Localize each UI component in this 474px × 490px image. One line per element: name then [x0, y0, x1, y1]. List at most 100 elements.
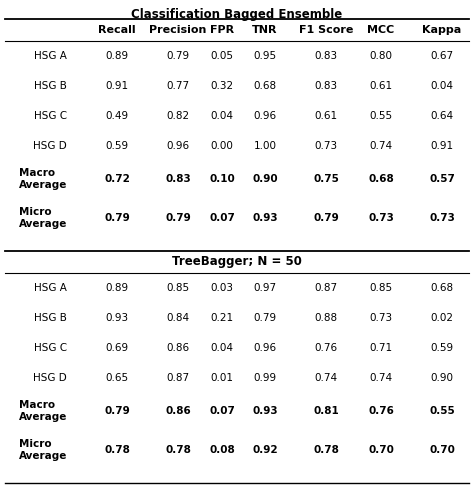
Text: 0.57: 0.57 [429, 174, 455, 184]
Text: 0.73: 0.73 [368, 213, 394, 223]
Text: 0.83: 0.83 [314, 81, 337, 91]
Text: 0.79: 0.79 [104, 406, 130, 416]
Text: 0.68: 0.68 [254, 81, 276, 91]
Text: 0.79: 0.79 [166, 51, 190, 61]
Text: 0.87: 0.87 [314, 283, 337, 293]
Text: HSG B: HSG B [34, 313, 67, 323]
Text: 0.79: 0.79 [165, 213, 191, 223]
Text: 0.65: 0.65 [105, 373, 128, 383]
Text: Recall: Recall [98, 25, 136, 35]
Text: 0.10: 0.10 [209, 174, 235, 184]
Text: Macro
Average: Macro Average [18, 400, 67, 422]
Text: 0.86: 0.86 [166, 343, 190, 353]
Text: Micro
Average: Micro Average [18, 439, 67, 461]
Text: Micro
Average: Micro Average [18, 207, 67, 229]
Text: HSG C: HSG C [34, 343, 67, 353]
Text: 0.79: 0.79 [313, 213, 339, 223]
Text: 0.87: 0.87 [166, 373, 190, 383]
Text: 0.92: 0.92 [252, 445, 278, 455]
Text: 0.07: 0.07 [209, 406, 235, 416]
Text: 0.96: 0.96 [166, 141, 190, 151]
Text: 0.04: 0.04 [430, 81, 454, 91]
Text: 0.76: 0.76 [314, 343, 337, 353]
Text: MCC: MCC [367, 25, 395, 35]
Text: 0.74: 0.74 [369, 373, 392, 383]
Text: 0.70: 0.70 [368, 445, 394, 455]
Text: 0.59: 0.59 [105, 141, 128, 151]
Text: 0.80: 0.80 [370, 51, 392, 61]
Text: 0.75: 0.75 [313, 174, 339, 184]
Text: 0.01: 0.01 [210, 373, 234, 383]
Text: 0.78: 0.78 [104, 445, 130, 455]
Text: 0.49: 0.49 [105, 111, 128, 121]
Text: 0.00: 0.00 [210, 141, 233, 151]
Text: 0.72: 0.72 [104, 174, 130, 184]
Text: 0.77: 0.77 [166, 81, 190, 91]
Text: Precision: Precision [149, 25, 207, 35]
Text: 1.00: 1.00 [254, 141, 276, 151]
Text: 0.55: 0.55 [369, 111, 392, 121]
Text: 0.96: 0.96 [254, 111, 276, 121]
Text: 0.78: 0.78 [165, 445, 191, 455]
Text: 0.81: 0.81 [313, 406, 339, 416]
Text: 0.76: 0.76 [368, 406, 394, 416]
Text: 0.83: 0.83 [165, 174, 191, 184]
Text: 0.02: 0.02 [430, 313, 454, 323]
Text: 0.97: 0.97 [254, 283, 276, 293]
Text: 0.79: 0.79 [254, 313, 276, 323]
Text: 0.70: 0.70 [429, 445, 455, 455]
Text: 0.08: 0.08 [209, 445, 235, 455]
Text: 0.91: 0.91 [105, 81, 128, 91]
Text: 0.93: 0.93 [252, 406, 278, 416]
Text: 0.71: 0.71 [369, 343, 392, 353]
Text: 0.85: 0.85 [369, 283, 392, 293]
Text: 0.83: 0.83 [314, 51, 337, 61]
Text: 0.67: 0.67 [430, 51, 454, 61]
Text: 0.07: 0.07 [209, 213, 235, 223]
Text: 0.74: 0.74 [369, 141, 392, 151]
Text: HSG D: HSG D [33, 373, 67, 383]
Text: 0.82: 0.82 [166, 111, 190, 121]
Text: TNR: TNR [252, 25, 278, 35]
Text: Macro
Average: Macro Average [18, 168, 67, 190]
Text: 0.88: 0.88 [314, 313, 337, 323]
Text: TreeBagger; N = 50: TreeBagger; N = 50 [172, 255, 302, 268]
Text: 0.73: 0.73 [369, 313, 392, 323]
Text: 0.91: 0.91 [430, 141, 454, 151]
Text: 0.86: 0.86 [165, 406, 191, 416]
Text: 0.89: 0.89 [105, 51, 128, 61]
Text: 0.04: 0.04 [210, 343, 234, 353]
Text: 0.32: 0.32 [210, 81, 234, 91]
Text: 0.69: 0.69 [105, 343, 128, 353]
Text: 0.73: 0.73 [429, 213, 455, 223]
Text: 0.21: 0.21 [210, 313, 234, 323]
Text: 0.95: 0.95 [254, 51, 276, 61]
Text: 0.93: 0.93 [252, 213, 278, 223]
Text: 0.61: 0.61 [314, 111, 337, 121]
Text: Kappa: Kappa [422, 25, 462, 35]
Text: 0.78: 0.78 [313, 445, 339, 455]
Text: 0.90: 0.90 [252, 174, 278, 184]
Text: 0.73: 0.73 [314, 141, 337, 151]
Text: 0.61: 0.61 [369, 81, 392, 91]
Text: Classification Bagged Ensemble: Classification Bagged Ensemble [131, 8, 343, 21]
Text: 0.55: 0.55 [429, 406, 455, 416]
Text: 0.89: 0.89 [105, 283, 128, 293]
Text: 0.59: 0.59 [430, 343, 454, 353]
Text: 0.04: 0.04 [210, 111, 234, 121]
Text: 0.74: 0.74 [314, 373, 337, 383]
Text: F1 Score: F1 Score [299, 25, 353, 35]
Text: HSG D: HSG D [33, 141, 67, 151]
Text: FPR: FPR [210, 25, 234, 35]
Text: 0.03: 0.03 [210, 283, 234, 293]
Text: 0.68: 0.68 [368, 174, 394, 184]
Text: 0.93: 0.93 [105, 313, 128, 323]
Text: 0.99: 0.99 [254, 373, 276, 383]
Text: HSG C: HSG C [34, 111, 67, 121]
Text: 0.79: 0.79 [104, 213, 130, 223]
Text: 0.96: 0.96 [254, 343, 276, 353]
Text: 0.85: 0.85 [166, 283, 190, 293]
Text: 0.64: 0.64 [430, 111, 454, 121]
Text: 0.68: 0.68 [430, 283, 454, 293]
Text: HSG B: HSG B [34, 81, 67, 91]
